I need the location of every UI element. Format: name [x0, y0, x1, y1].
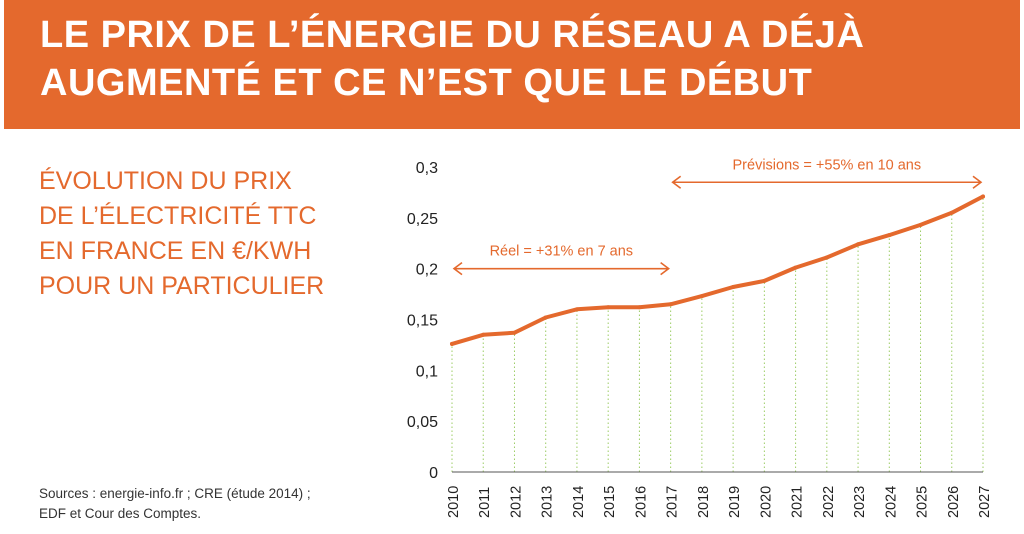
- sources-line-2: EDF et Cour des Comptes.: [39, 506, 202, 521]
- price-series-line: [450, 194, 985, 346]
- chart-subtitle: ÉVOLUTION DU PRIX DE L’ÉLECTRICITÉ TTC E…: [39, 164, 324, 304]
- x-tick-label: 2027: [977, 486, 993, 518]
- data-point: [762, 278, 767, 283]
- data-point: [887, 233, 892, 238]
- subtitle-line-2: DE L’ÉLECTRICITÉ TTC: [39, 202, 317, 230]
- data-point: [543, 315, 548, 320]
- annotation-arrowhead-left: [671, 175, 682, 189]
- x-tick-label: 2011: [477, 487, 493, 518]
- annotation-arrowhead-right: [972, 175, 983, 189]
- y-tick-label: 0,15: [407, 313, 438, 330]
- data-point: [731, 284, 736, 289]
- x-tick-label: 2021: [790, 486, 806, 518]
- annotation-label: Réel = +31% en 7 ans: [490, 244, 634, 260]
- data-point: [481, 332, 486, 337]
- annotation-label: Prévisions = +55% en 10 ans: [733, 157, 922, 173]
- x-tick-label: 2017: [665, 486, 681, 518]
- subtitle-line-3: EN FRANCE EN €/KWH: [39, 237, 312, 265]
- data-point: [824, 255, 829, 260]
- title-banner: LE PRIX DE L’ÉNERGIE DU RÉSEAU A DÉJÀ AU…: [4, 0, 1020, 129]
- data-point: [606, 305, 611, 310]
- sources-line-1: Sources : energie-info.fr ; CRE (étude 2…: [39, 486, 311, 501]
- y-tick-label: 0,1: [416, 363, 438, 380]
- x-tick-label: 2023: [852, 486, 868, 518]
- data-point: [918, 222, 923, 227]
- y-tick-label: 0,2: [416, 262, 438, 279]
- x-tick-label: 2015: [602, 486, 618, 518]
- data-point: [637, 305, 642, 310]
- x-tick-label: 2025: [915, 486, 931, 518]
- y-tick-label: 0,3: [416, 160, 438, 177]
- data-point: [574, 307, 579, 312]
- x-tick-label: 2012: [508, 486, 524, 518]
- data-point: [793, 265, 798, 270]
- data-point: [450, 341, 454, 346]
- x-tick-label: 2026: [946, 486, 962, 518]
- subtitle-line-1: ÉVOLUTION DU PRIX: [39, 167, 292, 195]
- title-line-2: AUGMENTÉ ET CE N’EST QUE LE DÉBUT: [40, 62, 813, 104]
- data-point: [668, 302, 673, 307]
- data-point: [512, 330, 517, 335]
- x-tick-label: 2016: [633, 486, 649, 518]
- data-point: [699, 294, 704, 299]
- x-tick-label: 2013: [540, 486, 556, 518]
- title-line-1: LE PRIX DE L’ÉNERGIE DU RÉSEAU A DÉJÀ: [40, 14, 865, 56]
- annotation-arrowhead-left: [452, 262, 463, 276]
- y-tick-label: 0: [429, 465, 438, 482]
- sources-note: Sources : energie-info.fr ; CRE (étude 2…: [39, 484, 311, 524]
- data-point: [981, 194, 985, 199]
- x-tick-label: 2019: [727, 486, 743, 518]
- x-tick-label: 2020: [758, 486, 774, 518]
- y-tick-label: 0,05: [407, 414, 438, 431]
- data-point: [949, 210, 954, 215]
- x-tick-label: 2024: [883, 486, 899, 518]
- y-tick-label: 0,25: [407, 211, 438, 228]
- x-tick-label: 2022: [821, 486, 837, 518]
- subtitle-line-4: POUR UN PARTICULIER: [39, 272, 325, 300]
- data-point: [856, 242, 861, 247]
- x-tick-label: 2018: [696, 486, 712, 518]
- x-tick-label: 2010: [446, 486, 462, 518]
- x-tick-label: 2014: [571, 486, 587, 518]
- annotation-arrowhead-right: [660, 262, 670, 276]
